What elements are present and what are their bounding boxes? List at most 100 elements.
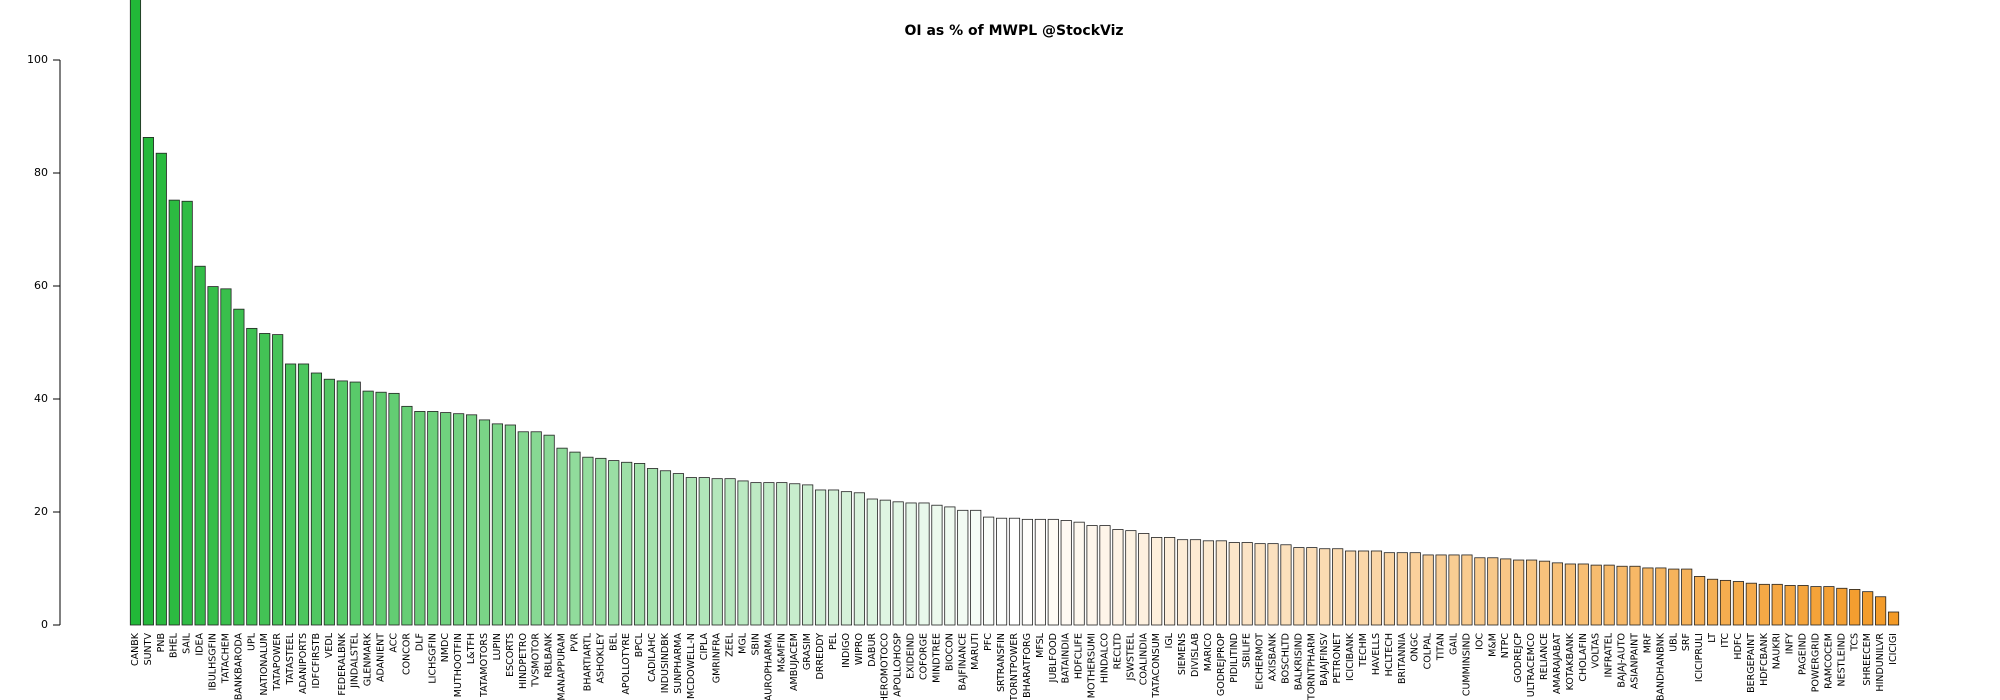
bar: [1086, 525, 1098, 626]
x-tick-label: MFSL: [1035, 632, 1046, 658]
bar: [1862, 591, 1874, 626]
x-tick-label: SBILIFE: [1242, 633, 1253, 668]
x-tick-label: AXISBANK: [1268, 632, 1279, 681]
y-tick-label: 100: [27, 53, 48, 66]
bar: [724, 478, 736, 626]
bar: [1319, 548, 1331, 626]
x-tick-label: HDFCBANK: [1759, 632, 1770, 686]
bar: [685, 477, 697, 626]
bar: [1125, 530, 1137, 626]
x-tick-label: ADANIPORTS: [298, 633, 309, 694]
bar: [1370, 550, 1383, 626]
bar: [1138, 533, 1150, 626]
x-tick-label: WIPRO: [854, 633, 865, 665]
bar: [168, 199, 180, 626]
x-tick-label: BATAINDIA: [1061, 633, 1072, 684]
bar: [1797, 585, 1809, 626]
bar: [220, 288, 232, 626]
bar: [556, 447, 568, 626]
x-tick-label: ICICIPRULI: [1694, 633, 1705, 682]
x-tick-label: INDIGO: [841, 633, 852, 668]
bar: [1164, 537, 1176, 626]
x-tick-label: GODREJPROP: [1216, 633, 1227, 696]
x-tick-label: LT: [1707, 633, 1718, 643]
x-tick-label: BALKRISIND: [1293, 633, 1304, 690]
bar: [815, 489, 827, 626]
bar: [1706, 578, 1719, 626]
x-tick-label: ONGC: [1410, 633, 1421, 662]
x-tick-label: BHARTIARTL: [582, 632, 593, 691]
x-tick-label: NAUKRI: [1772, 633, 1783, 669]
bar: [1008, 517, 1021, 626]
x-tick-label: MINDTREE: [931, 633, 942, 683]
bar: [827, 489, 840, 626]
bar: [440, 412, 452, 626]
bar: [802, 484, 814, 626]
bar: [1629, 565, 1641, 626]
bar: [1176, 539, 1189, 626]
bar: [1513, 559, 1525, 626]
chart-title: OI as % of MWPL @StockViz: [904, 23, 1123, 39]
x-tick-label: RBLBANK: [544, 632, 555, 678]
bar: [1267, 543, 1279, 626]
bar: [285, 363, 297, 626]
x-tick-label: IBULHSGFIN: [208, 633, 219, 690]
x-tick-label: MARICO: [1203, 633, 1214, 671]
bar: [129, 0, 142, 626]
bar: [181, 200, 193, 626]
x-tick-label: ULTRACEMCO: [1526, 633, 1537, 697]
bar: [1112, 529, 1124, 626]
bar: [1538, 560, 1551, 626]
bar: [672, 473, 684, 626]
y-tick-label: 80: [34, 166, 48, 179]
x-tick-label: TATASTEEL: [285, 632, 296, 685]
bar: [582, 456, 594, 626]
x-tick-label: APOLLOHOSP: [893, 633, 904, 697]
x-tick-label: AMBUJACEM: [789, 633, 800, 691]
bar: [142, 137, 154, 626]
x-tick-label: BHEL: [169, 632, 180, 658]
x-tick-label: JINDALSTEL: [350, 632, 361, 688]
bar: [194, 265, 206, 626]
bar: [789, 483, 801, 626]
x-tick-label: SRF: [1681, 633, 1692, 651]
y-tick-label: 40: [34, 392, 48, 405]
x-tick-label: AMARAJABAT: [1552, 633, 1563, 694]
bar: [1383, 552, 1395, 626]
bar: [1448, 554, 1460, 626]
x-tick-label: RECLTD: [1112, 633, 1123, 669]
x-tick-label: PVR: [569, 633, 580, 652]
bar: [1836, 587, 1848, 626]
bar: [840, 491, 853, 626]
bar: [879, 499, 891, 626]
x-tick-label: GODREJCP: [1513, 633, 1524, 683]
x-tick-label: SUNTV: [143, 633, 154, 666]
x-tick-label: TCS: [1849, 633, 1860, 652]
bar: [1345, 550, 1357, 626]
bar: [1668, 568, 1680, 626]
bar: [1202, 540, 1214, 626]
x-tick-label: BOSCHLTD: [1280, 633, 1291, 684]
x-tick-label: NATIONALUM: [259, 633, 270, 696]
bar: [1422, 554, 1434, 626]
x-tick-label: COALINDIA: [1138, 633, 1149, 686]
bar: [310, 372, 323, 626]
bar: [272, 334, 284, 626]
bar: [375, 391, 387, 626]
bar: [427, 411, 439, 626]
bar: [1758, 583, 1770, 626]
x-tick-label: ACC: [389, 633, 400, 653]
x-tick-label: MUTHOOTFIN: [453, 633, 464, 697]
x-tick-label: COFORGE: [919, 633, 930, 680]
bar: [957, 509, 969, 626]
x-tick-label: PETRONET: [1332, 633, 1343, 684]
bar: [1254, 543, 1266, 626]
x-tick-label: EXIDEIND: [906, 633, 917, 679]
bar: [1823, 586, 1835, 626]
bar: [646, 468, 659, 626]
x-tick-label: ASIANPAINT: [1629, 633, 1640, 689]
bar: [1189, 539, 1202, 626]
x-tick-label: BAJAJFINSV: [1319, 633, 1330, 686]
bar: [698, 477, 710, 626]
bar: [453, 413, 465, 626]
